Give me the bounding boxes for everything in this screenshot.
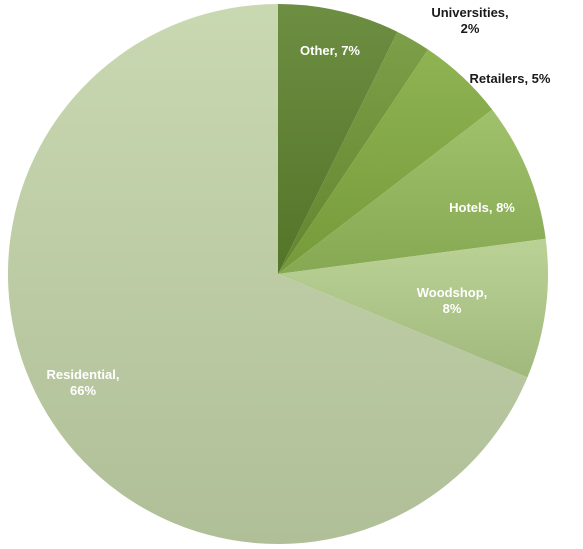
pie-label-hotels: Hotels, 8% bbox=[449, 200, 515, 215]
pie-label-line: 2% bbox=[461, 21, 480, 36]
pie-label-universities: Universities, 2% bbox=[431, 5, 508, 36]
pie-slices bbox=[8, 3, 548, 544]
pie-labels: Other, 7% Universities, 2% Retailers, 5% Hot… bbox=[47, 5, 551, 398]
pie-label-line: Universities, bbox=[431, 5, 508, 20]
pie-slice-shade-other bbox=[278, 3, 398, 274]
pie-label-retailers: Retailers, 5% bbox=[470, 71, 551, 86]
pie-label-line: 8% bbox=[443, 301, 462, 316]
pie-slice-shade-woodshop bbox=[278, 238, 548, 378]
pie-slice-shade-universities bbox=[278, 31, 428, 275]
pie-label-line: Residential, bbox=[47, 367, 120, 382]
pie-label-woodshop: Woodshop, 8% bbox=[417, 285, 488, 316]
pie-slice-shade-hotels bbox=[278, 109, 546, 274]
pie-label-line: Woodshop, bbox=[417, 285, 488, 300]
pie-slice-shade-retailers bbox=[278, 49, 493, 274]
pie-label-residential: Residential, 66% bbox=[47, 367, 120, 398]
pie-label-line: Other, 7% bbox=[300, 43, 360, 58]
pie-slice-shade-residential bbox=[8, 4, 528, 544]
pie-label-line: Retailers, 5% bbox=[470, 71, 551, 86]
pie-label-line: 66% bbox=[70, 383, 96, 398]
pie-label-line: Hotels, 8% bbox=[449, 200, 515, 215]
pie-label-other: Other, 7% bbox=[300, 43, 360, 58]
